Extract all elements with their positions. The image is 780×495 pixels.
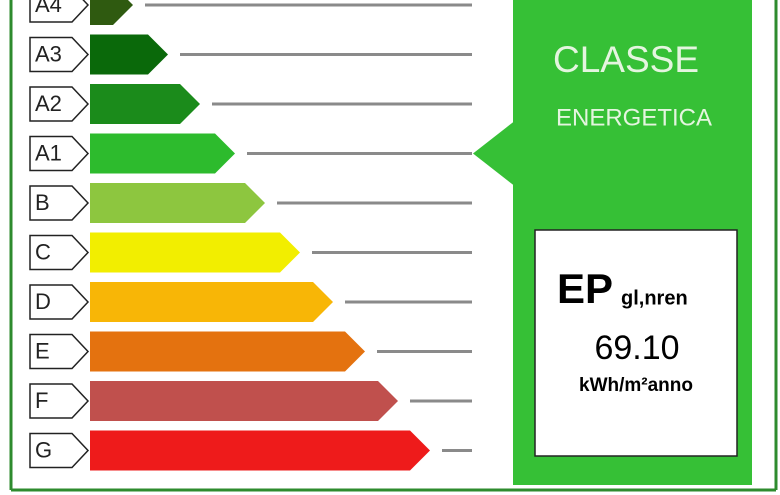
class-arrow xyxy=(90,331,365,372)
class-label: C xyxy=(35,239,51,264)
class-label-box xyxy=(29,185,90,221)
class-label: A4 xyxy=(35,0,62,17)
class-label: F xyxy=(35,388,48,413)
class-label: D xyxy=(35,289,51,314)
class-label-box xyxy=(29,36,90,73)
class-arrow xyxy=(90,430,430,471)
class-label-box xyxy=(29,333,90,370)
class-label-box xyxy=(29,135,90,172)
panel-subtitle: ENERGETICA xyxy=(556,104,712,131)
class-label: G xyxy=(35,437,52,462)
class-label-box xyxy=(29,234,90,271)
class-arrow xyxy=(90,133,235,174)
class-label-box xyxy=(29,0,90,23)
class-label: E xyxy=(35,338,50,363)
class-label: A2 xyxy=(35,91,62,116)
class-arrow xyxy=(90,183,265,223)
class-label: B xyxy=(35,190,50,215)
class-panel: CLASSE ENERGETICA EP gl,nren 69.10 kWh/m… xyxy=(473,0,752,485)
class-label-box xyxy=(29,86,90,122)
class-arrow xyxy=(90,282,333,322)
ep-label: EP xyxy=(557,265,613,312)
class-arrow xyxy=(90,232,300,273)
class-arrow xyxy=(90,84,200,124)
class-arrow xyxy=(90,381,398,421)
class-label-box xyxy=(29,432,90,469)
ep-subscript: gl,nren xyxy=(621,287,688,309)
panel-pointer xyxy=(473,121,514,186)
class-label-box xyxy=(29,284,90,320)
value-box xyxy=(534,229,738,457)
panel-title: CLASSE xyxy=(553,39,699,80)
class-arrow xyxy=(90,0,133,25)
class-arrow xyxy=(90,34,168,75)
class-label-box xyxy=(29,383,90,419)
class-label: A1 xyxy=(35,140,62,165)
class-label: A3 xyxy=(35,41,62,66)
ep-unit: kWh/m²anno xyxy=(579,375,693,396)
ep-value: 69.10 xyxy=(594,329,679,367)
